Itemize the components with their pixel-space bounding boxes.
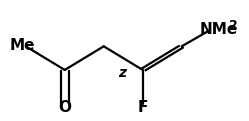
Text: NMe: NMe — [200, 22, 238, 37]
Text: z: z — [118, 66, 126, 80]
Text: O: O — [58, 100, 71, 115]
Text: 2: 2 — [229, 19, 238, 32]
Text: F: F — [137, 100, 148, 115]
Text: Me: Me — [9, 38, 35, 53]
